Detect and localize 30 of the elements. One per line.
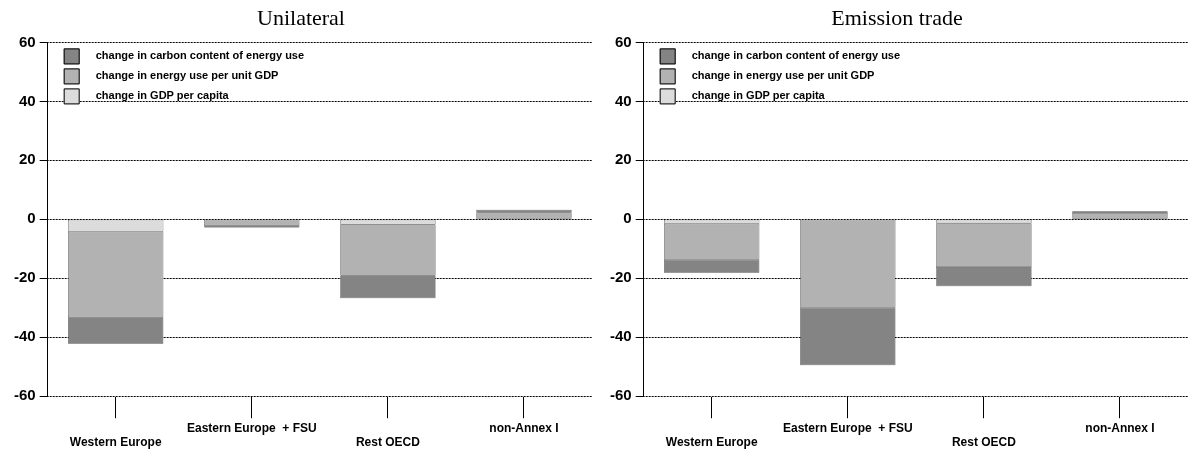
y-tick-label: -60 (13, 386, 36, 404)
legend-label: change in carbon content of energy use (691, 49, 901, 62)
y-tick-label: -40 (13, 327, 36, 345)
y-tick-label: 20 (18, 150, 36, 168)
x-tick-label: Western Europe (665, 435, 758, 450)
y-tick-label: -60 (609, 386, 632, 404)
x-tick-label: non-Annex I (1085, 420, 1155, 435)
y-tick-label: 40 (18, 91, 36, 109)
y-tick-label: -20 (13, 268, 36, 286)
y-tick-label: 0 (27, 209, 36, 227)
legend-label: change in GDP per capita (95, 89, 230, 102)
x-tick-label: Eastern Europe + FSU (186, 420, 317, 435)
legend-label: change in carbon content of energy use (95, 49, 305, 62)
y-tick-label: 0 (623, 209, 632, 227)
x-tick-label: Eastern Europe + FSU (782, 420, 913, 435)
chart-title: Unilateral (257, 4, 345, 30)
y-tick-label: 60 (18, 32, 36, 50)
legend-label: change in energy use per unit GDP (691, 69, 875, 82)
y-tick-label: -40 (609, 327, 632, 345)
x-tick-label: non-Annex I (489, 420, 559, 435)
x-tick-label: Rest OECD (355, 435, 421, 450)
legend-label: change in GDP per capita (691, 89, 826, 102)
y-tick-label: 40 (614, 91, 632, 109)
chart-title: Emission trade (831, 4, 963, 30)
legend-label: change in energy use per unit GDP (95, 69, 279, 82)
x-tick-label: Rest OECD (951, 435, 1017, 450)
x-tick-label: Western Europe (69, 435, 162, 450)
y-tick-label: -20 (609, 268, 632, 286)
y-tick-label: 20 (614, 150, 632, 168)
y-tick-label: 60 (614, 32, 632, 50)
